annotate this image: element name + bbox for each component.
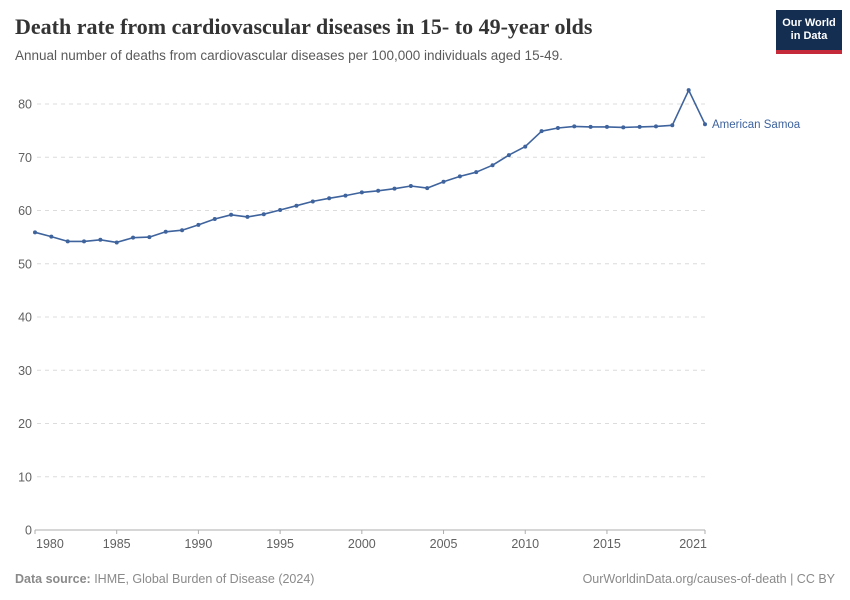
data-point[interactable] (474, 170, 479, 175)
data-point[interactable] (392, 186, 397, 191)
data-point[interactable] (359, 190, 364, 195)
data-point[interactable] (229, 212, 234, 217)
data-point[interactable] (506, 153, 511, 158)
data-point[interactable] (278, 207, 283, 212)
x-tick-label: 2000 (348, 537, 376, 551)
data-point[interactable] (653, 124, 658, 129)
data-point[interactable] (310, 199, 315, 204)
x-tick-label: 1990 (185, 537, 213, 551)
chart-header: Death rate from cardiovascular diseases … (15, 10, 842, 64)
x-tick-label: 2005 (430, 537, 458, 551)
data-point[interactable] (686, 88, 691, 93)
x-tick-label: 1985 (103, 537, 131, 551)
y-tick-label: 80 (18, 98, 32, 112)
y-tick-label: 40 (18, 311, 32, 325)
license-note: OurWorldinData.org/causes-of-death | CC … (582, 572, 835, 586)
data-point[interactable] (621, 125, 626, 130)
data-point[interactable] (457, 174, 462, 179)
data-point[interactable] (49, 234, 54, 239)
data-point[interactable] (703, 122, 707, 127)
data-point[interactable] (670, 123, 675, 128)
x-tick-label: 2015 (593, 537, 621, 551)
data-point[interactable] (82, 239, 87, 244)
y-tick-label: 10 (18, 470, 32, 484)
chart-title: Death rate from cardiovascular diseases … (15, 14, 593, 39)
data-point[interactable] (441, 179, 446, 184)
data-source-label: Data source: (15, 572, 91, 586)
data-point[interactable] (131, 235, 136, 240)
data-point[interactable] (539, 129, 544, 134)
y-tick-label: 50 (18, 257, 32, 271)
data-point[interactable] (163, 229, 168, 234)
x-tick-label: 1980 (36, 537, 64, 551)
data-point[interactable] (261, 212, 266, 217)
chart-footer: Data source: IHME, Global Burden of Dise… (15, 572, 835, 586)
y-tick-label: 0 (25, 524, 32, 538)
data-point[interactable] (604, 124, 609, 129)
data-point[interactable] (327, 196, 332, 201)
data-point[interactable] (114, 240, 119, 245)
data-point[interactable] (637, 124, 642, 129)
data-point[interactable] (425, 186, 430, 191)
data-point[interactable] (294, 203, 299, 208)
owid-logo-line1: Our World (782, 17, 836, 29)
data-point[interactable] (212, 217, 217, 222)
data-source: Data source: IHME, Global Burden of Dise… (15, 572, 314, 586)
data-point[interactable] (523, 144, 528, 149)
series-label: American Samoa (712, 119, 801, 131)
chart-subtitle: Annual number of deaths from cardiovascu… (15, 48, 563, 63)
data-point[interactable] (343, 193, 348, 198)
data-point[interactable] (245, 214, 250, 219)
data-point[interactable] (147, 235, 152, 240)
data-point[interactable] (196, 222, 201, 227)
x-tick-label: 2021 (679, 537, 707, 551)
y-tick-label: 60 (18, 204, 32, 218)
data-source-text: IHME, Global Burden of Disease (2024) (90, 572, 315, 586)
data-point[interactable] (588, 124, 593, 129)
data-point[interactable] (180, 228, 185, 233)
trend-line[interactable] (34, 89, 706, 244)
x-tick-label: 1995 (266, 537, 294, 551)
data-point[interactable] (555, 125, 560, 130)
data-point[interactable] (490, 163, 495, 168)
x-tick-label: 2010 (511, 537, 539, 551)
data-point[interactable] (33, 230, 37, 235)
data-point[interactable] (98, 237, 103, 242)
data-point[interactable] (408, 184, 413, 189)
data-point[interactable] (65, 239, 70, 244)
y-tick-label: 70 (18, 151, 32, 165)
y-tick-label: 30 (18, 364, 32, 378)
y-tick-label: 20 (18, 417, 32, 431)
data-point[interactable] (376, 188, 381, 193)
owid-logo-line2: in Data (790, 30, 828, 42)
owid-logo: Our World in Data (776, 10, 842, 54)
data-point[interactable] (572, 124, 577, 129)
